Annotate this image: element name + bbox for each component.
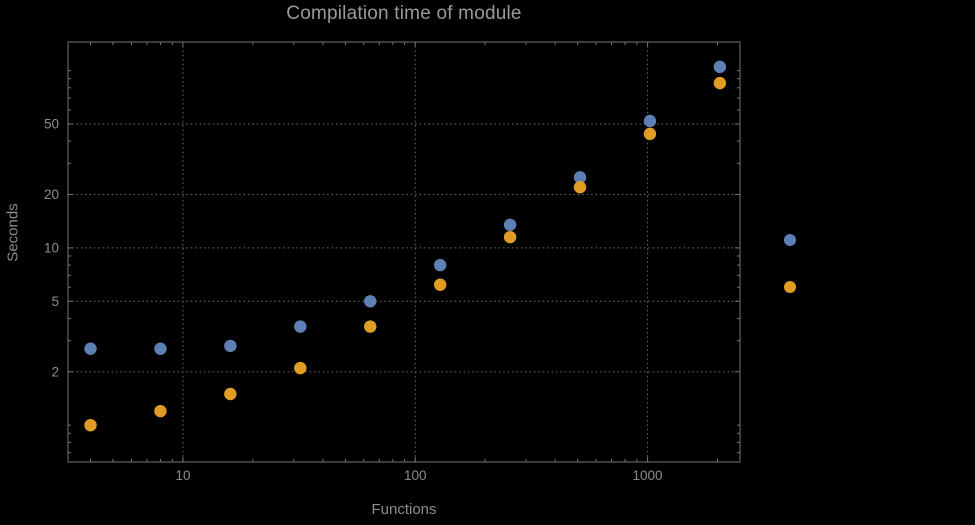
data-point (433, 278, 447, 291)
data-point (294, 361, 307, 375)
data-point (364, 295, 377, 308)
x-tick-label: 10 (175, 468, 190, 483)
y-tick-label: 2 (51, 364, 59, 379)
data-point (503, 218, 517, 231)
legend-marker (784, 234, 796, 246)
legend-marker (784, 281, 796, 293)
chart-title: Compilation time of module (286, 3, 522, 24)
data-point (84, 342, 97, 355)
x-axis-label: Functions (371, 501, 437, 518)
y-tick-label: 10 (44, 240, 59, 255)
data-point (433, 258, 447, 272)
data-point (294, 320, 307, 333)
data-point (224, 387, 237, 401)
data-point (364, 320, 377, 333)
data-point (154, 404, 167, 418)
data-point (573, 171, 587, 184)
data-point (713, 76, 727, 90)
data-point (643, 127, 657, 141)
data-point (643, 114, 657, 128)
data-point (713, 60, 727, 74)
x-tick-label: 100 (404, 468, 427, 483)
data-point (154, 342, 167, 355)
y-axis-label: Seconds (4, 203, 22, 262)
data-point (573, 180, 587, 194)
x-tick-label: 1000 (633, 468, 663, 483)
plot-frame (67, 41, 741, 463)
y-tick-label: 50 (44, 116, 59, 131)
data-point (224, 339, 237, 353)
data-point (503, 230, 517, 244)
data-point (84, 418, 97, 432)
y-tick-label: 20 (44, 187, 59, 202)
y-tick-label: 5 (51, 294, 59, 309)
